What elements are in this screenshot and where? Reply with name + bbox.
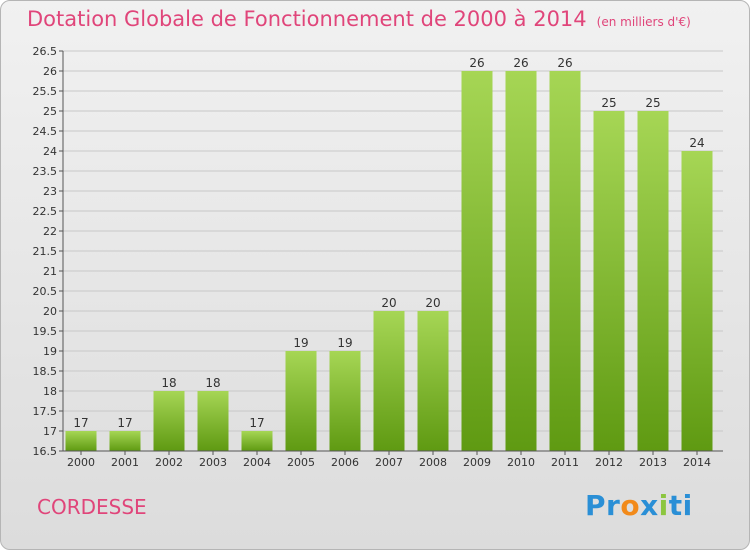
logo-letter: i [682,489,693,522]
bar-2001 [109,431,141,451]
y-tick-label: 19 [43,345,57,358]
y-tick-label: 22.5 [33,205,58,218]
bar-2013 [637,111,669,451]
y-tick-label: 21.5 [33,245,58,258]
bar-value-label: 18 [205,376,220,390]
logo-letter: i [658,489,669,522]
x-tick-label: 2007 [375,456,403,469]
y-tick-label: 23.5 [33,165,58,178]
x-tick-label: 2003 [199,456,227,469]
bar-value-label: 26 [557,56,572,70]
logo-letter: P [585,489,607,522]
bar-value-label: 17 [249,416,264,430]
bar-2003 [197,391,229,451]
y-tick-label: 17.5 [33,405,58,418]
bar-2010 [505,71,537,451]
chart-title: Dotation Globale de Fonctionnement de 20… [27,7,691,31]
logo-letter: o [620,489,641,522]
y-tick-label: 24.5 [33,125,58,138]
y-tick-label: 16.5 [33,445,58,458]
bar-2004 [241,431,273,451]
bars: 17 17 18 18 17 19 19 20 20 26 26 26 25 25 24 [65,56,713,451]
bar-2009 [461,71,493,451]
bar-value-label: 17 [117,416,132,430]
x-tick-label: 2010 [507,456,535,469]
bar-value-label: 17 [73,416,88,430]
bar-value-label: 24 [689,136,704,150]
y-tick-label: 25.5 [33,85,58,98]
y-tick-label: 26 [43,65,57,78]
y-tick-label: 26.5 [33,45,58,58]
bar-value-label: 26 [513,56,528,70]
bar-value-label: 18 [161,376,176,390]
y-tick-label: 21 [43,265,57,278]
bar-2002 [153,391,185,451]
bar-2007 [373,311,405,451]
y-tick-label: 17 [43,425,57,438]
x-tick-label: 2013 [639,456,667,469]
y-tick-label: 20 [43,305,57,318]
logo-letter: r [606,489,621,522]
y-tick-label: 18.5 [33,365,58,378]
bar-value-label: 20 [425,296,440,310]
city-name: CORDESSE [37,495,147,519]
bar-value-label: 25 [645,96,660,110]
bar-2006 [329,351,361,451]
chart-title-text: Dotation Globale de Fonctionnement de 20… [27,7,587,31]
bar-value-label: 25 [601,96,616,110]
x-tick-label: 2012 [595,456,623,469]
y-tick-label: 23 [43,185,57,198]
x-tick-label: 2008 [419,456,447,469]
x-tick-label: 2006 [331,456,359,469]
y-tick-label: 22 [43,225,57,238]
logo-letter: t [668,489,683,522]
x-tick-label: 2014 [683,456,711,469]
y-tick-label: 18 [43,385,57,398]
y-tick-label: 24 [43,145,57,158]
bar-2011 [549,71,581,451]
axes: 16.5 17 17.5 18 18.5 19 19.5 20 20.5 21 21.5 22 22.5… [33,45,723,469]
x-tick-label: 2000 [67,456,95,469]
y-tick-label: 20.5 [33,285,58,298]
chart-unit: (en milliers d'€) [596,15,691,29]
x-tick-label: 2005 [287,456,315,469]
y-tick-label: 19.5 [33,325,58,338]
bar-value-label: 19 [337,336,352,350]
x-tick-label: 2011 [551,456,579,469]
x-tick-label: 2004 [243,456,271,469]
bar-2000 [65,431,97,451]
bar-value-label: 26 [469,56,484,70]
bar-value-label: 20 [381,296,396,310]
y-tick-label: 25 [43,105,57,118]
x-tick-label: 2009 [463,456,491,469]
bar-2014 [681,151,713,451]
bar-2005 [285,351,317,451]
proxiti-logo: Proxiti [585,489,693,522]
bar-2008 [417,311,449,451]
x-tick-label: 2001 [111,456,139,469]
logo-letter: x [640,489,659,522]
bar-2012 [593,111,625,451]
x-tick-label: 2002 [155,456,183,469]
bar-value-label: 19 [293,336,308,350]
